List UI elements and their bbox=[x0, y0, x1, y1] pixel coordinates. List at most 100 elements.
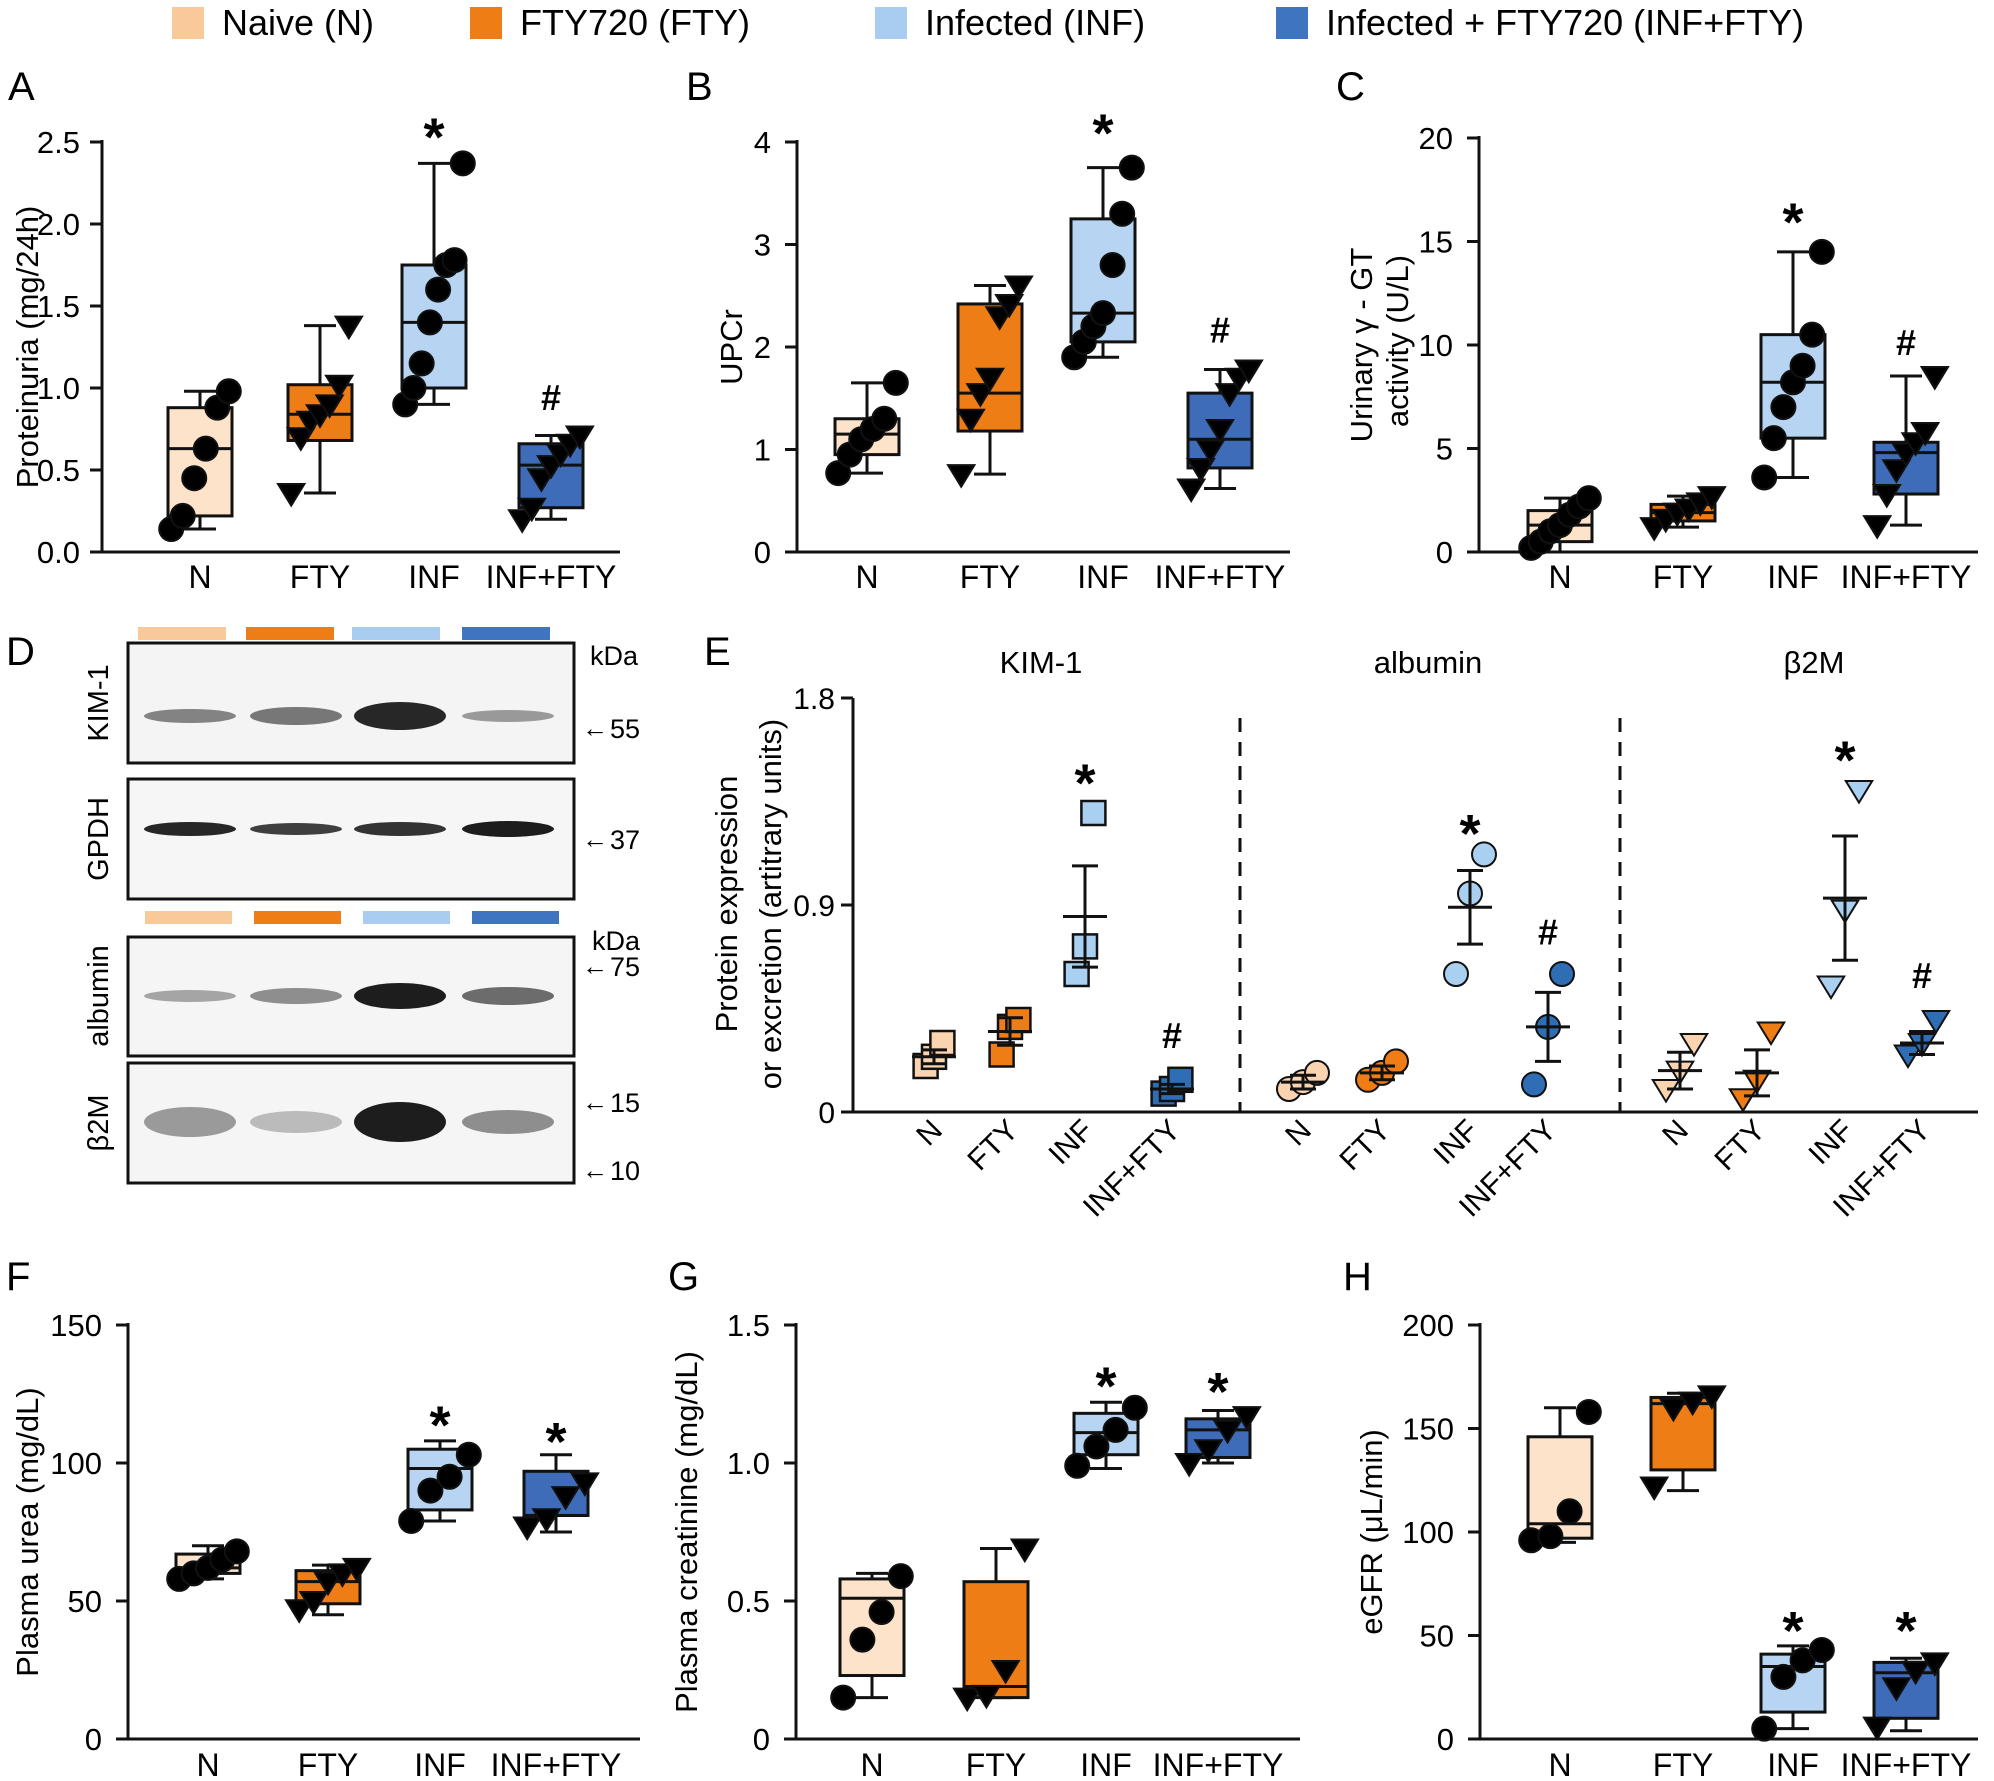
significance-mark: * bbox=[1074, 754, 1095, 814]
data-point bbox=[416, 309, 443, 336]
data-point bbox=[1816, 975, 1846, 1001]
legend-swatch bbox=[1276, 7, 1308, 39]
y-axis-label: Plasma creatinine (mg/dL) bbox=[669, 1351, 704, 1713]
data-point bbox=[1556, 1498, 1583, 1525]
significance-mark: * bbox=[1895, 1601, 1916, 1661]
data-point bbox=[223, 1538, 250, 1565]
band bbox=[462, 987, 554, 1005]
y-tick-label: 150 bbox=[50, 1308, 102, 1343]
group-N: N bbox=[825, 369, 909, 595]
y-tick-label: 2.5 bbox=[37, 125, 80, 160]
y-axis-label: Urinary γ - GT bbox=[1344, 248, 1379, 443]
data-point bbox=[1696, 1385, 1727, 1410]
data-point bbox=[1231, 1406, 1262, 1431]
significance-mark: * bbox=[1834, 731, 1855, 791]
panel-A: A 0.0 0.5 1.0 1.5 2.0 2.5 Proteinuria (mg/24h) N… bbox=[8, 65, 620, 595]
y-axis-label: Plasma urea (mg/dL) bbox=[10, 1387, 45, 1676]
band bbox=[462, 821, 554, 837]
mw-marker-37: ← 37 bbox=[582, 824, 640, 855]
significance-mark: * bbox=[1207, 1362, 1228, 1422]
data-point bbox=[276, 482, 307, 508]
panel-label-C: C bbox=[1336, 65, 1365, 109]
group-FTY: FTY bbox=[946, 275, 1034, 595]
data-point bbox=[1304, 1059, 1330, 1086]
x-tick-label: INF bbox=[1802, 1114, 1860, 1172]
band bbox=[354, 983, 446, 1009]
data-point bbox=[1099, 252, 1126, 278]
x-tick-label: INF+FTY bbox=[1077, 1114, 1187, 1224]
band bbox=[462, 710, 554, 722]
group-N: N bbox=[1518, 1398, 1602, 1781]
svg-text:55: 55 bbox=[610, 714, 640, 744]
x-tick-label: INF bbox=[408, 559, 460, 595]
panel-label-E: E bbox=[704, 630, 731, 674]
data-point bbox=[449, 150, 476, 177]
panel-label-B: B bbox=[686, 65, 713, 109]
x-tick-label: INF bbox=[1042, 1114, 1100, 1172]
data-point bbox=[1102, 1416, 1129, 1443]
blot-b2m bbox=[126, 1061, 576, 1185]
svg-text:10: 10 bbox=[610, 1156, 640, 1186]
x-tick-label: N bbox=[196, 1747, 219, 1781]
panel-H: H 0 50 100 150 200 eGFR (μL/min) N FTY INF INF+FTY… bbox=[1343, 1255, 1978, 1781]
x-tick-label: N bbox=[860, 1747, 883, 1781]
y-axis-label: Protein expression bbox=[709, 776, 744, 1033]
lane-bar bbox=[145, 911, 232, 924]
data-point bbox=[327, 1563, 358, 1588]
box bbox=[838, 1577, 906, 1678]
lane-bar bbox=[472, 911, 559, 924]
x-tick-label: N bbox=[188, 559, 211, 595]
data-point bbox=[1808, 238, 1835, 265]
data-point bbox=[1212, 1419, 1243, 1445]
data-point bbox=[946, 464, 977, 489]
box bbox=[1872, 1660, 1940, 1720]
plots: A 0.0 0.5 1.0 1.5 2.0 2.5 Proteinuria (mg/24h) N… bbox=[6, 65, 1978, 1781]
data-point bbox=[1003, 275, 1034, 301]
significance-mark: * bbox=[545, 1412, 566, 1472]
y-tick-label: 200 bbox=[1402, 1308, 1454, 1343]
y-tick-label: 1.8 bbox=[793, 683, 835, 716]
y-tick-label: 0 bbox=[85, 1722, 102, 1757]
y-tick-label: 50 bbox=[68, 1584, 102, 1619]
data-point bbox=[952, 1687, 983, 1713]
x-tick-label: INF+FTY bbox=[1841, 559, 1972, 595]
group-FTY: FTY bbox=[962, 1006, 1032, 1177]
x-tick-label: FTY bbox=[1709, 1114, 1772, 1177]
group-INF: INF bbox=[398, 1439, 482, 1781]
y-tick-label: 150 bbox=[1402, 1412, 1454, 1447]
panel-label-H: H bbox=[1343, 1255, 1372, 1299]
group-FTY: FTY bbox=[284, 1557, 372, 1781]
x-tick-label: INF bbox=[1080, 1747, 1132, 1781]
panel-label-G: G bbox=[668, 1255, 699, 1299]
data-point bbox=[1770, 394, 1797, 421]
blot-gpdh bbox=[126, 777, 576, 901]
subpanel-title: albumin bbox=[1374, 645, 1483, 680]
data-point bbox=[1789, 352, 1816, 379]
data-point bbox=[1383, 1048, 1409, 1075]
legend-label: Naive (N) bbox=[222, 2, 374, 43]
x-tick-label: FTY bbox=[1334, 1114, 1397, 1177]
data-point bbox=[1921, 1010, 1951, 1035]
data-point bbox=[417, 1477, 444, 1504]
data-point bbox=[1658, 1397, 1689, 1423]
data-point bbox=[1575, 1398, 1602, 1425]
legend-label: Infected (INF) bbox=[925, 2, 1145, 43]
data-point bbox=[1799, 321, 1826, 348]
lane-bar bbox=[352, 627, 440, 640]
data-point bbox=[181, 465, 208, 492]
data-point bbox=[1756, 1021, 1786, 1047]
data-point bbox=[1696, 486, 1727, 511]
group-N: N bbox=[830, 1563, 914, 1781]
data-point bbox=[408, 350, 435, 377]
group-N: N bbox=[910, 1029, 956, 1152]
svg-text:75: 75 bbox=[610, 952, 640, 982]
data-point bbox=[398, 1507, 425, 1534]
subpanel-title: β2M bbox=[1784, 645, 1845, 680]
data-point bbox=[1521, 1071, 1547, 1098]
data-point bbox=[1919, 1652, 1950, 1677]
group-N: N bbox=[1518, 485, 1602, 595]
data-point bbox=[441, 247, 468, 274]
data-point bbox=[512, 1516, 543, 1541]
y-axis-label-2: activity (U/L) bbox=[1380, 255, 1415, 427]
